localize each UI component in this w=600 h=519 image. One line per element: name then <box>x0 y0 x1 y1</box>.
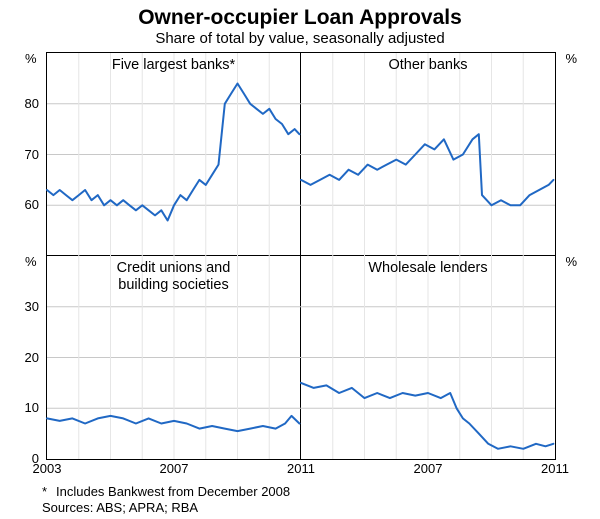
chart-container: Owner-occupier Loan Approvals Share of t… <box>0 0 600 519</box>
y-tick-label: 60 <box>3 197 39 212</box>
panel-svg <box>47 53 300 255</box>
x-tick-label: 2003 <box>33 461 62 476</box>
panel-title: Credit unions andbuilding societies <box>47 260 300 293</box>
pct-label-tl: % <box>25 51 37 66</box>
footnote-marker: * <box>42 484 56 499</box>
pct-label-bl: % <box>25 254 37 269</box>
panel-title: Five largest banks* <box>47 57 300 74</box>
panel-five-largest-banks: Five largest banks* <box>47 53 301 256</box>
x-tick-label: 2007 <box>414 461 443 476</box>
footnote: *Includes Bankwest from December 2008 <box>42 484 290 499</box>
panel-svg <box>301 53 555 255</box>
panel-other-banks: Other banks <box>301 53 555 256</box>
footnote-text: Includes Bankwest from December 2008 <box>56 484 290 499</box>
y-tick-label: 80 <box>3 96 39 111</box>
x-tick-label: 2011 <box>287 461 315 476</box>
pct-label-br: % <box>565 254 577 269</box>
y-tick-label: 70 <box>3 147 39 162</box>
panel-credit-unions: Credit unions andbuilding societies <box>47 256 301 459</box>
y-tick-label: 10 <box>3 400 39 415</box>
sources: Sources: ABS; APRA; RBA <box>42 500 198 515</box>
pct-label-tr: % <box>565 51 577 66</box>
panel-title: Wholesale lenders <box>301 260 555 277</box>
chart-title: Owner-occupier Loan Approvals <box>0 0 600 29</box>
x-tick-label: 2007 <box>160 461 189 476</box>
plot-area: % % % % Five largest banks* Other banks … <box>46 52 556 460</box>
panel-wholesale-lenders: Wholesale lenders <box>301 256 555 459</box>
panel-title: Other banks <box>301 57 555 74</box>
chart-subtitle: Share of total by value, seasonally adju… <box>0 29 600 48</box>
x-tick-label: 2011 <box>541 461 569 476</box>
y-tick-label: 30 <box>3 299 39 314</box>
y-tick-label: 20 <box>3 350 39 365</box>
panel-svg <box>301 256 555 459</box>
